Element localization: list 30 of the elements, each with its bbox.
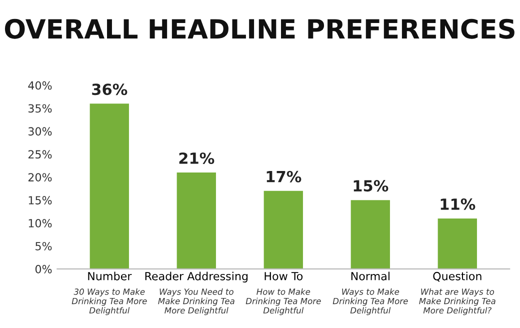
bar (90, 104, 129, 269)
chart-title: OVERALL HEADLINE PREFERENCES (4, 18, 514, 39)
y-tick-label: 20% (28, 173, 52, 182)
data-label: 11% (440, 198, 476, 210)
x-tick-label: Normal (351, 272, 390, 280)
y-tick-label: 0% (35, 264, 52, 274)
bar (264, 190, 303, 269)
bar (176, 172, 216, 269)
text: 30 Ways to Make Drinking Tea More Delightful (72, 288, 147, 316)
y-tick-label: 40% (28, 81, 52, 90)
x-tick-label: Number (88, 272, 132, 280)
y-tick-label: 15% (28, 196, 52, 204)
data-label: 21% (179, 152, 214, 164)
text: Ways to Make Drinking Tea More Delightful (332, 288, 408, 316)
y-tick-label: 35% (28, 104, 52, 113)
text: How to Make Drinking Tea More Delightful (246, 288, 321, 316)
bar (350, 200, 390, 269)
y-tick-label: 5% (36, 242, 52, 250)
x-tick-label: Question (433, 272, 482, 282)
y-tick-label: 30% (28, 127, 52, 136)
text: What are Ways to Make Drinking Tea More Delightful? (419, 288, 496, 316)
data-label: 15% (354, 180, 388, 192)
data-label: 36% (92, 84, 128, 96)
bar (438, 218, 477, 269)
text: Ways You Need to Make Drinking Tea More Delightful (158, 288, 234, 316)
x-tick-label: Reader Addressing (145, 272, 248, 282)
y-tick-label: 10% (28, 219, 52, 228)
y-tick-label: 25% (28, 150, 52, 159)
x-tick-label: How To (264, 272, 303, 280)
data-label: 17% (266, 170, 302, 182)
